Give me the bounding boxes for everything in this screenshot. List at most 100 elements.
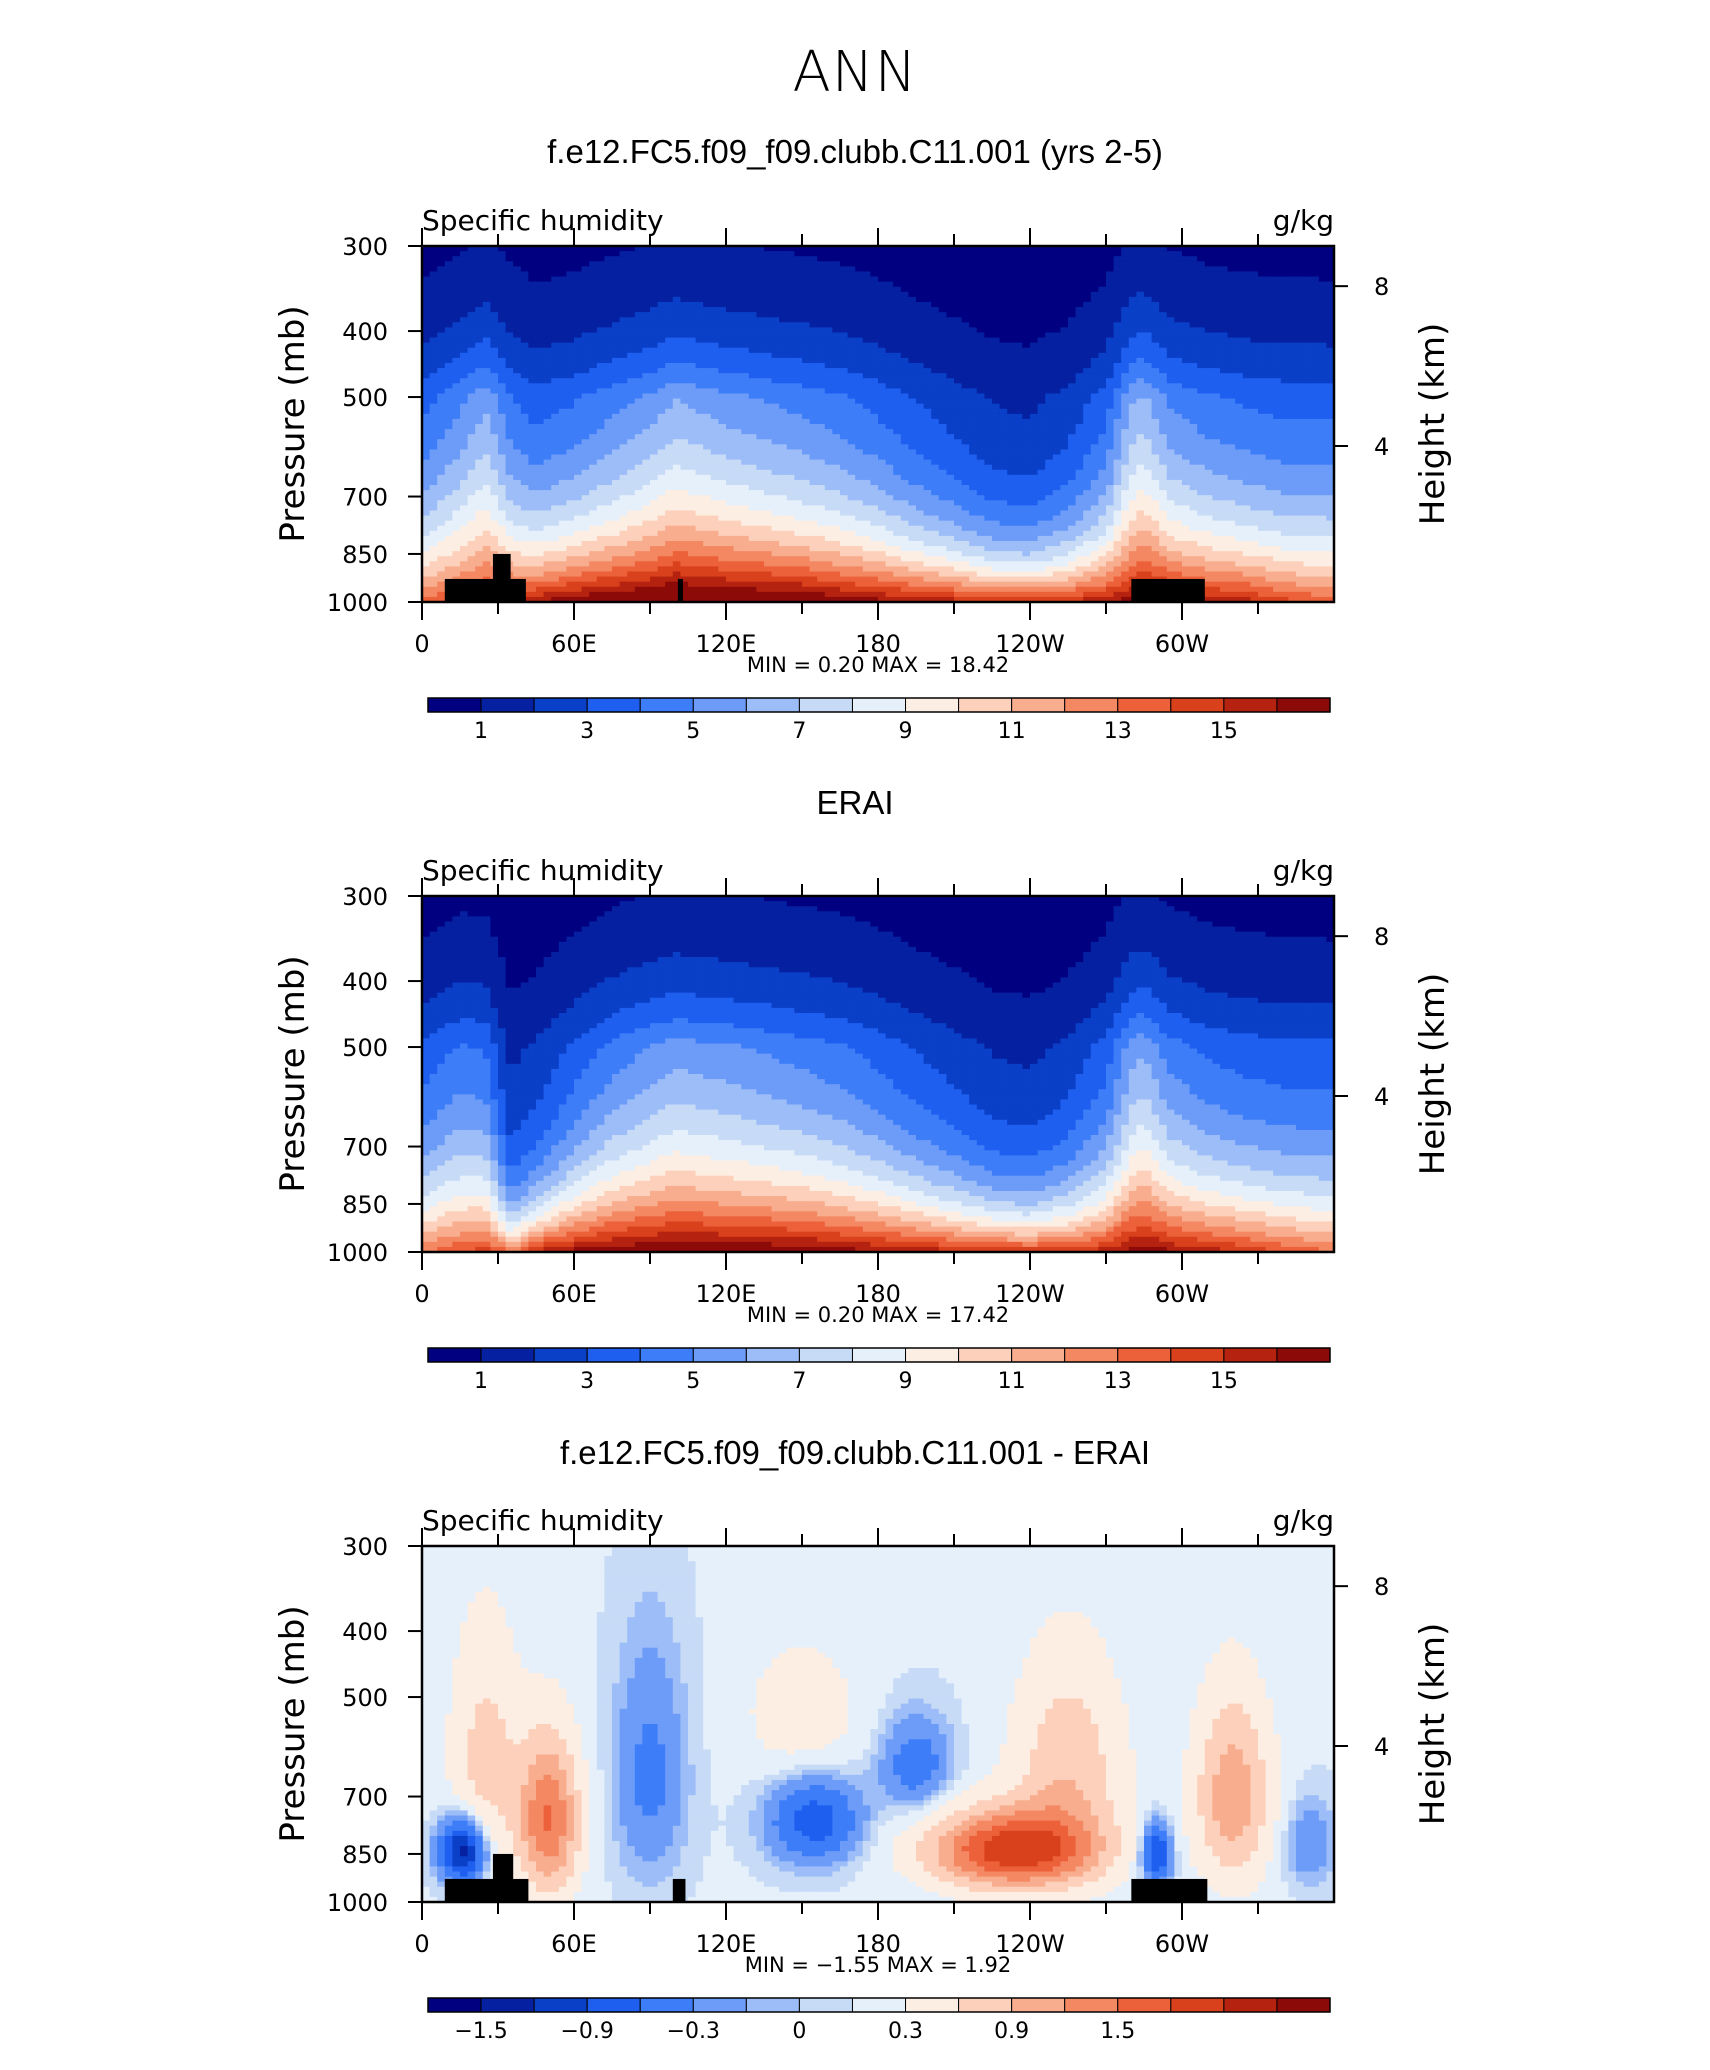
- contour-cell: [490, 505, 498, 511]
- contour-cell: [764, 541, 772, 547]
- contour-cell: [612, 277, 620, 283]
- contour-cell: [893, 292, 901, 298]
- contour-cell: [863, 343, 871, 349]
- contour-cell: [483, 271, 491, 277]
- contour-cell: [810, 277, 818, 283]
- contour-cell: [475, 348, 483, 354]
- contour-cell: [703, 465, 711, 471]
- contour-cell: [794, 577, 802, 583]
- contour-cell: [848, 353, 856, 359]
- contour-cell: [810, 582, 818, 588]
- contour-cell: [718, 399, 726, 405]
- contour-cell: [635, 460, 643, 466]
- contour-cell: [582, 490, 590, 496]
- contour-cell: [825, 536, 833, 542]
- contour-cell: [924, 343, 932, 349]
- contour-cell: [916, 277, 924, 283]
- contour-cell: [528, 556, 536, 562]
- contour-cell: [430, 368, 438, 374]
- contour-cell: [430, 399, 438, 405]
- contour-cell: [779, 531, 787, 537]
- contour-cell: [772, 566, 780, 572]
- contour-cell: [430, 343, 438, 349]
- contour-cell: [566, 541, 574, 547]
- contour-cell: [939, 485, 947, 491]
- contour-cell: [612, 404, 620, 410]
- contour-cell: [832, 495, 840, 501]
- contour-cell: [551, 312, 559, 318]
- contour-cell: [726, 393, 734, 399]
- contour-cell: [688, 327, 696, 333]
- contour-cell: [908, 526, 916, 532]
- contour-cell: [939, 297, 947, 303]
- contour-cell: [452, 465, 460, 471]
- contour-cell: [711, 312, 719, 318]
- contour-cell: [475, 383, 483, 389]
- contour-cell: [848, 500, 856, 506]
- contour-cell: [673, 470, 681, 476]
- contour-cell: [566, 292, 574, 298]
- contour-cell: [627, 439, 635, 445]
- contour-cell: [901, 485, 909, 491]
- contour-cell: [878, 510, 886, 516]
- contour-cell: [908, 368, 916, 374]
- contour-cell: [544, 480, 552, 486]
- contour-cell: [916, 317, 924, 323]
- contour-cell: [916, 449, 924, 455]
- contour-cell: [627, 399, 635, 405]
- contour-cell: [878, 302, 886, 308]
- contour-cell: [521, 500, 529, 506]
- contour-cell: [726, 577, 734, 583]
- contour-cell: [794, 282, 802, 288]
- contour-cell: [741, 409, 749, 415]
- contour-cell: [886, 307, 894, 313]
- contour-cell: [528, 500, 536, 506]
- contour-cell: [741, 353, 749, 359]
- contour-cell: [946, 327, 954, 333]
- contour-cell: [468, 393, 476, 399]
- contour-cell: [954, 541, 962, 547]
- contour-cell: [939, 556, 947, 562]
- contour-cell: [718, 561, 726, 567]
- contour-cell: [939, 465, 947, 471]
- contour-cell: [787, 460, 795, 466]
- contour-cell: [521, 388, 529, 394]
- contour-cell: [817, 566, 825, 572]
- contour-cell: [893, 338, 901, 344]
- contour-cell: [528, 541, 536, 547]
- contour-cell: [551, 363, 559, 369]
- contour-cell: [741, 587, 749, 593]
- contour-cell: [604, 587, 612, 593]
- contour-cell: [544, 302, 552, 308]
- contour-cell: [886, 332, 894, 338]
- contour-cell: [696, 307, 704, 313]
- contour-cell: [452, 266, 460, 272]
- contour-cell: [946, 510, 954, 516]
- contour-cell: [597, 297, 605, 303]
- contour-cell: [445, 302, 453, 308]
- contour-cell: [886, 495, 894, 501]
- contour-cell: [772, 292, 780, 298]
- contour-cell: [430, 434, 438, 440]
- contour-cell: [490, 470, 498, 476]
- contour-cell: [878, 551, 886, 557]
- contour-cell: [483, 500, 491, 506]
- contour-cell: [908, 277, 916, 283]
- contour-cell: [787, 338, 795, 344]
- contour-cell: [589, 383, 597, 389]
- contour-cell: [787, 510, 795, 516]
- contour-cell: [475, 460, 483, 466]
- contour-cell: [688, 343, 696, 349]
- contour-cell: [832, 460, 840, 466]
- contour-cell: [460, 566, 468, 572]
- contour-cell: [832, 297, 840, 303]
- contour-cell: [437, 383, 445, 389]
- contour-cell: [939, 261, 947, 267]
- contour-cell: [817, 510, 825, 516]
- contour-cell: [498, 322, 506, 328]
- contour-cell: [832, 271, 840, 277]
- contour-cell: [832, 332, 840, 338]
- contour-cell: [870, 266, 878, 272]
- contour-cell: [893, 322, 901, 328]
- contour-cell: [696, 444, 704, 450]
